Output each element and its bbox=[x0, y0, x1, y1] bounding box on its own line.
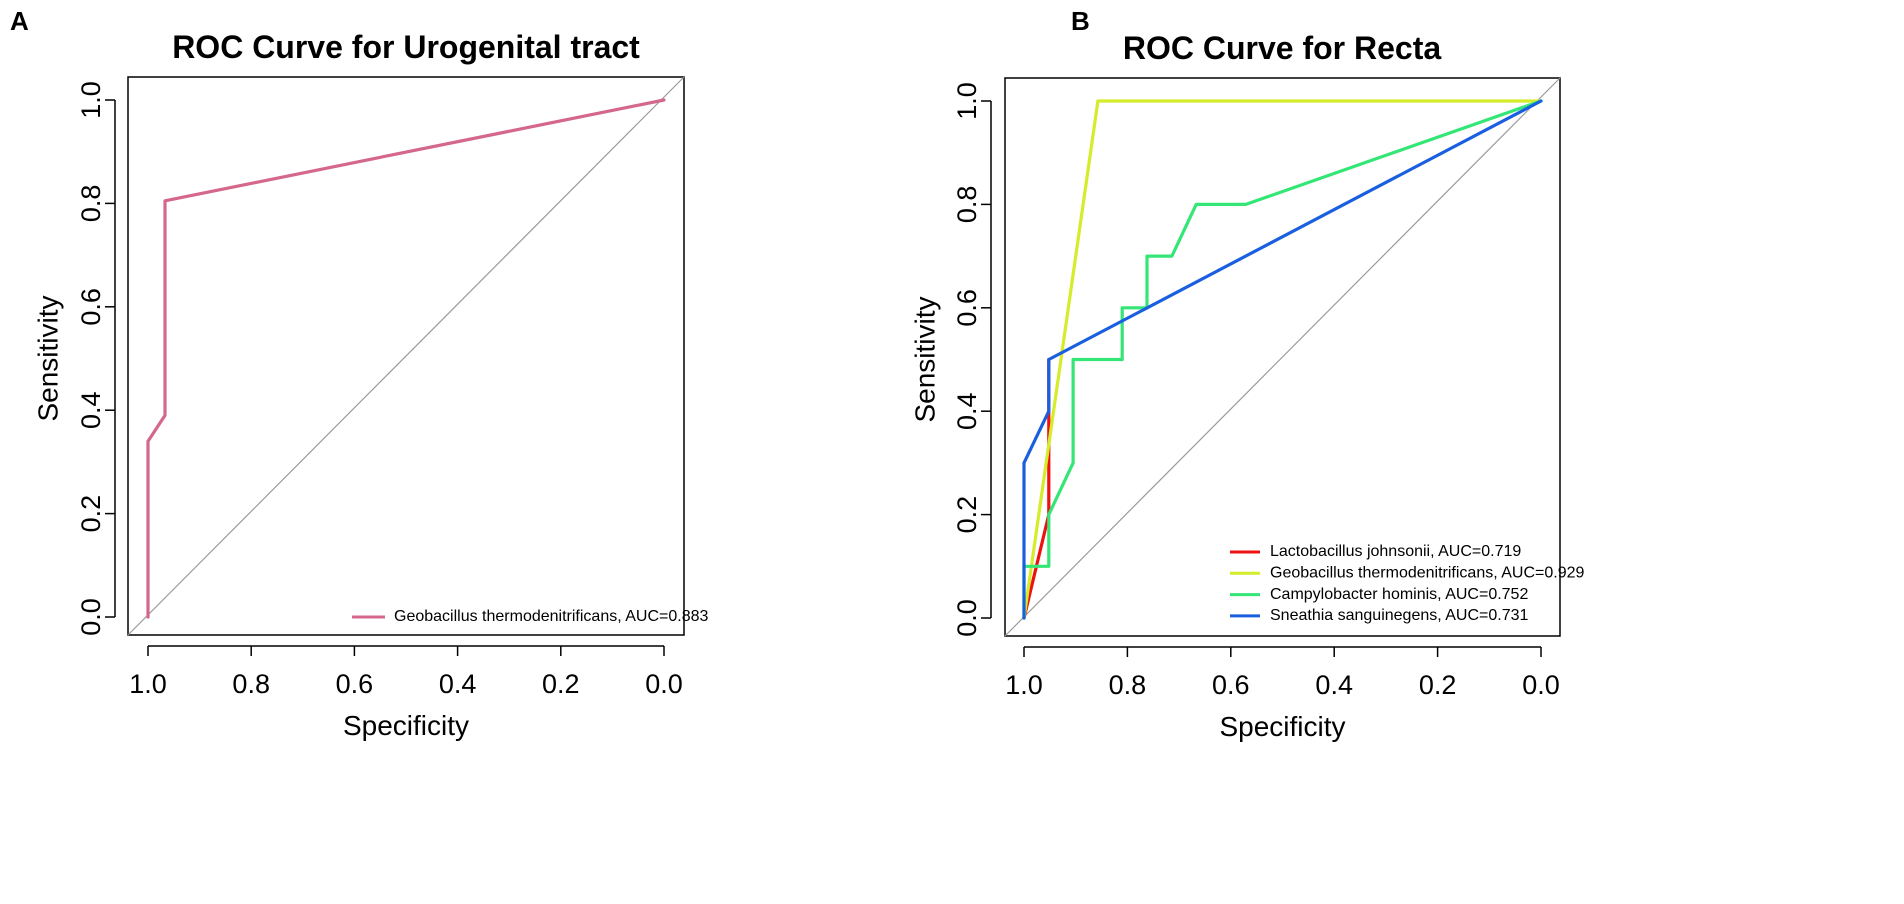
x-tick-label: 1.0 bbox=[129, 669, 167, 699]
y-tick-label: 0.0 bbox=[76, 598, 106, 636]
legend-entry: Geobacillus thermodenitrificans, AUC=0.8… bbox=[394, 608, 708, 625]
y-tick-label: 0.6 bbox=[952, 289, 982, 327]
y-axis-label: Sensitivity bbox=[909, 296, 940, 422]
series-line-3 bbox=[1022, 99, 1543, 620]
x-tick-label: 0.4 bbox=[1315, 670, 1353, 700]
chart-title: ROC Curve for Recta bbox=[1123, 30, 1442, 66]
x-tick-label: 0.0 bbox=[1522, 670, 1560, 700]
x-tick-label: 0.6 bbox=[336, 669, 374, 699]
chart-panel-a: A ROC Curve for Urogenital tract 1.0 0.8 0.6… bbox=[10, 6, 708, 741]
series-line-2 bbox=[1022, 99, 1543, 620]
series-line-1 bbox=[146, 98, 666, 619]
x-tick-label: 1.0 bbox=[1005, 670, 1043, 700]
panel-letter: B bbox=[1071, 6, 1090, 36]
y-tick-label: 1.0 bbox=[76, 81, 106, 119]
x-tick-label: 0.8 bbox=[232, 669, 270, 699]
reference-diagonal bbox=[127, 76, 685, 636]
plot-frame bbox=[127, 76, 685, 636]
y-tick-label: 0.0 bbox=[952, 599, 982, 637]
legend-entry: Campylobacter hominis, AUC=0.752 bbox=[1270, 586, 1528, 603]
legend-entry: Geobacillus thermodenitrificans, AUC=0.9… bbox=[1270, 565, 1584, 582]
x-tick-label: 0.2 bbox=[1419, 670, 1457, 700]
series-line-1 bbox=[1022, 357, 1051, 620]
x-axis-label: Specificity bbox=[1219, 711, 1345, 742]
chart-title: ROC Curve for Urogenital tract bbox=[172, 29, 640, 65]
y-tick-label: 0.4 bbox=[76, 391, 106, 429]
reference-diagonal bbox=[1004, 77, 1561, 637]
legend-entry: Sneathia sanguinegens, AUC=0.731 bbox=[1270, 607, 1529, 624]
y-axis-label: Sensitivity bbox=[32, 295, 63, 421]
legend: Geobacillus thermodenitrificans, AUC=0.8… bbox=[352, 608, 708, 625]
plot-frame bbox=[1004, 77, 1561, 637]
y-tick-label: 1.0 bbox=[952, 82, 982, 120]
x-tick-label: 0.4 bbox=[439, 669, 477, 699]
y-tick-label: 0.8 bbox=[76, 185, 106, 223]
legend: Lactobacillus johnsonii, AUC=0.719 Geobac… bbox=[1230, 543, 1584, 624]
y-tick-label: 0.6 bbox=[76, 288, 106, 326]
y-tick-label: 0.8 bbox=[952, 186, 982, 224]
x-axis-label: Specificity bbox=[343, 710, 469, 741]
legend-entry: Lactobacillus johnsonii, AUC=0.719 bbox=[1270, 543, 1521, 560]
y-tick-label: 0.2 bbox=[952, 496, 982, 534]
series-line-4 bbox=[1022, 99, 1543, 620]
panel-letter: A bbox=[10, 6, 29, 36]
x-tick-label: 0.2 bbox=[542, 669, 580, 699]
x-tick-label: 0.6 bbox=[1212, 670, 1250, 700]
y-tick-label: 0.2 bbox=[76, 495, 106, 533]
y-tick-label: 0.4 bbox=[952, 392, 982, 430]
chart-panel-b: B ROC Curve for Recta 1.0 0.8 0.6 0.4 0.2 0.0 Sp… bbox=[909, 6, 1584, 742]
x-tick-label: 0.0 bbox=[645, 669, 683, 699]
x-tick-label: 0.8 bbox=[1109, 670, 1147, 700]
